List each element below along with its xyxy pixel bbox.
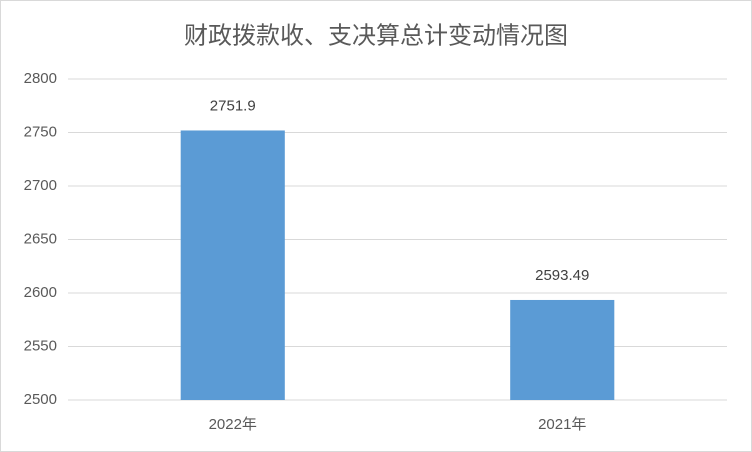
x-tick-label: 2022年 xyxy=(209,416,257,433)
y-tick-label: 2550 xyxy=(24,337,57,354)
y-tick-label: 2500 xyxy=(24,391,57,408)
bar xyxy=(510,299,615,400)
data-label: 2593.49 xyxy=(535,267,589,284)
data-label: 2751.9 xyxy=(210,97,256,114)
y-tick-label: 2750 xyxy=(24,123,57,140)
y-tick-label: 2600 xyxy=(24,284,57,301)
y-tick-label: 2700 xyxy=(24,177,57,194)
y-tick-label: 2650 xyxy=(24,230,57,247)
x-tick-label: 2021年 xyxy=(538,416,586,433)
chart-title: 财政拨款收、支决算总计变动情况图 xyxy=(184,22,568,49)
bar xyxy=(180,130,285,401)
y-tick-label: 2800 xyxy=(24,70,57,87)
